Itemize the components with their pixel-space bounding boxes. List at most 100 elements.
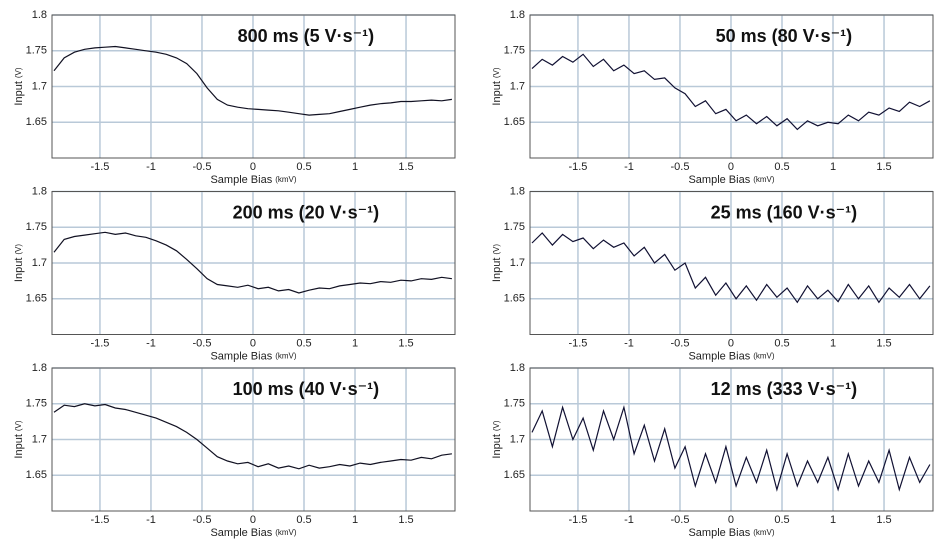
x-tick-label: 0 <box>250 161 256 173</box>
x-tick-label: 1 <box>352 337 358 349</box>
x-tick-label: 1.5 <box>876 337 891 349</box>
chart-title: 25 ms (160 V·s⁻¹) <box>711 202 858 222</box>
x-axis-label-unit: (kmV) <box>275 175 297 184</box>
x-tick-label: -1 <box>624 514 634 526</box>
plot-frame <box>51 191 456 335</box>
x-tick-label: -1 <box>146 337 156 349</box>
data-line <box>531 404 931 492</box>
y-axis-label: Input (V) <box>491 244 503 282</box>
y-axis-label-text: Input <box>491 434 503 458</box>
y-axis-label: Input (V) <box>13 244 25 282</box>
x-tick-label: -1 <box>624 161 634 173</box>
y-tick-label: 1.65 <box>504 293 525 305</box>
data-line <box>531 53 931 131</box>
y-axis-label: Input (V) <box>491 67 503 105</box>
x-tick-label: -1.5 <box>568 337 587 349</box>
panel: -1.5 -1 -0.5 0 0.5 1 1.5 1.65 1.7 1.75 1.8 25 ms (1… <box>491 185 934 362</box>
data-line <box>53 403 452 470</box>
x-axis-label: Sample Bias (kmV) <box>210 350 296 362</box>
x-tick-label: 0 <box>728 337 734 349</box>
x-tick-label: -1.5 <box>90 161 109 173</box>
x-tick-label: 0.5 <box>774 161 789 173</box>
x-axis-label-text: Sample Bias <box>210 527 272 539</box>
x-axis-label-text: Sample Bias <box>210 350 272 362</box>
panel: -1.5 -1 -0.5 0 0.5 1 1.5 1.65 1.7 1.75 1.8 800 ms (… <box>13 9 456 186</box>
x-tick-label: 0.5 <box>774 337 789 349</box>
x-tick-label: 1.5 <box>876 161 891 173</box>
y-tick-label: 1.75 <box>504 45 525 57</box>
y-tick-label: 1.65 <box>26 116 47 128</box>
chart-title: 100 ms (40 V·s⁻¹) <box>233 379 380 399</box>
y-tick-label: 1.65 <box>26 469 47 481</box>
chart-title: 200 ms (20 V·s⁻¹) <box>233 202 380 222</box>
x-tick-label: -0.5 <box>192 161 211 173</box>
y-axis-label-unit: (V) <box>492 244 501 255</box>
y-axis-label-unit: (V) <box>492 67 501 78</box>
x-tick-label: -1.5 <box>90 514 109 526</box>
y-tick-label: 1.75 <box>504 221 525 233</box>
x-tick-label: 1.5 <box>398 514 413 526</box>
y-axis-label-text: Input <box>13 434 25 458</box>
y-axis-label-text: Input <box>491 81 503 105</box>
plot-frame <box>529 14 934 159</box>
y-axis-label-unit: (V) <box>492 420 501 431</box>
x-tick-label: 0 <box>250 337 256 349</box>
panel: -1.5 -1 -0.5 0 0.5 1 1.5 1.65 1.7 1.75 1.8 200 ms (… <box>13 185 456 362</box>
y-tick-label: 1.7 <box>32 433 47 445</box>
chart-title: 12 ms (333 V·s⁻¹) <box>711 379 858 399</box>
y-axis-label-unit: (V) <box>14 67 23 78</box>
chart-title: 50 ms (80 V·s⁻¹) <box>716 26 853 46</box>
x-axis-label: Sample Bias (kmV) <box>210 174 296 186</box>
y-tick-label: 1.7 <box>32 257 47 269</box>
x-axis-label-text: Sample Bias <box>688 350 750 362</box>
x-axis-label-text: Sample Bias <box>688 527 750 539</box>
plot-frame <box>529 367 934 512</box>
x-tick-label: 0.5 <box>296 514 311 526</box>
x-tick-label: 1.5 <box>398 337 413 349</box>
x-tick-label: -1 <box>624 337 634 349</box>
y-axis-label: Input (V) <box>491 420 503 458</box>
x-tick-label: -0.5 <box>670 337 689 349</box>
x-tick-label: -0.5 <box>192 514 211 526</box>
x-axis-label: Sample Bias (kmV) <box>688 174 774 186</box>
panel: -1.5 -1 -0.5 0 0.5 1 1.5 1.65 1.7 1.75 1.8 100 ms (… <box>13 362 456 539</box>
y-tick-label: 1.75 <box>504 398 525 410</box>
x-tick-label: -1.5 <box>90 337 109 349</box>
chart-title: 800 ms (5 V·s⁻¹) <box>238 26 375 46</box>
y-axis-label: Input (V) <box>13 67 25 105</box>
y-tick-label: 1.8 <box>32 185 47 197</box>
panel: -1.5 -1 -0.5 0 0.5 1 1.5 1.65 1.7 1.75 1.8 50 ms (8… <box>491 9 934 186</box>
y-axis-label-text: Input <box>13 81 25 105</box>
x-axis-label-unit: (kmV) <box>275 528 297 537</box>
y-tick-label: 1.65 <box>504 469 525 481</box>
data-line <box>53 45 452 116</box>
x-tick-label: -1 <box>146 161 156 173</box>
y-tick-label: 1.75 <box>26 45 47 57</box>
y-axis-label-unit: (V) <box>14 244 23 255</box>
x-tick-label: -0.5 <box>192 337 211 349</box>
plot-frame <box>51 367 456 512</box>
x-tick-label: 1.5 <box>876 514 891 526</box>
x-tick-label: -1.5 <box>568 161 587 173</box>
x-axis-label-unit: (kmV) <box>753 528 775 537</box>
x-tick-label: 0.5 <box>296 337 311 349</box>
x-axis-label: Sample Bias (kmV) <box>688 527 774 539</box>
x-tick-label: 1 <box>830 337 836 349</box>
x-tick-label: 0 <box>728 514 734 526</box>
x-axis-label-unit: (kmV) <box>753 175 775 184</box>
y-tick-label: 1.75 <box>26 398 47 410</box>
panel: -1.5 -1 -0.5 0 0.5 1 1.5 1.65 1.7 1.75 1.8 12 ms (3… <box>491 362 934 539</box>
y-axis-label-text: Input <box>491 258 503 282</box>
data-line <box>53 231 452 294</box>
y-tick-label: 1.8 <box>32 9 47 21</box>
y-tick-label: 1.7 <box>32 80 47 92</box>
x-axis-label: Sample Bias (kmV) <box>210 527 296 539</box>
x-tick-label: 1.5 <box>398 161 413 173</box>
x-axis-label-text: Sample Bias <box>210 174 272 186</box>
y-tick-label: 1.65 <box>26 293 47 305</box>
y-tick-label: 1.8 <box>510 362 525 374</box>
y-axis-label-unit: (V) <box>14 420 23 431</box>
y-tick-label: 1.7 <box>510 433 525 445</box>
